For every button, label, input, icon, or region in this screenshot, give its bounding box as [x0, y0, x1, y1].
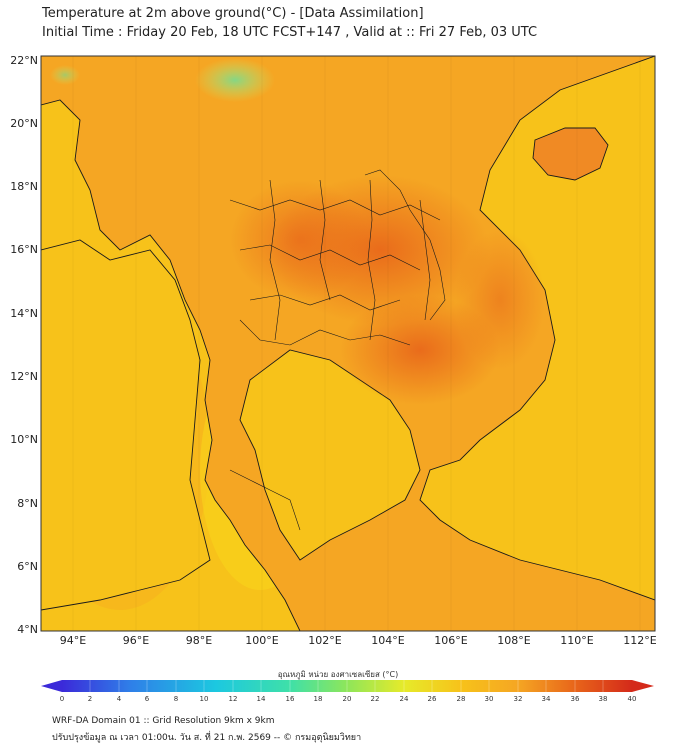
temperature-field: [41, 56, 655, 631]
hainan-island: [532, 127, 609, 181]
lon-label-100: 100°E: [245, 634, 279, 647]
colorbar-tick-32: 32: [513, 695, 523, 703]
province-borders: [229, 169, 446, 531]
lat-label-12: 12°N: [10, 370, 38, 383]
lon-label-104: 104°E: [371, 634, 405, 647]
lat-label-6: 6°N: [17, 560, 38, 573]
andaman-sea: [41, 239, 211, 611]
colorbar-tick-6: 6: [144, 695, 150, 703]
colorbar-tick-22: 22: [370, 695, 380, 703]
colorbar-tick-0: 0: [59, 695, 65, 703]
gulf-of-thailand: [239, 349, 421, 561]
map-frame: [40, 55, 656, 632]
colorbar-label: อุณหภูมิ หน่วย องศาเซลเซียส (°C): [277, 670, 399, 679]
colorbar-tick-12: 12: [228, 695, 238, 703]
colorbar-tick-38: 38: [598, 695, 608, 703]
lat-label-14: 14°N: [10, 307, 38, 320]
colorbar-tick-2: 2: [87, 695, 93, 703]
lat-label-10: 10°N: [10, 433, 38, 446]
footer-model-info: WRF-DA Domain 01 :: Grid Resolution 9km …: [52, 716, 275, 726]
lon-label-106: 106°E: [434, 634, 468, 647]
colorbar-tick-4: 4: [116, 695, 122, 703]
lat-label-4: 4°N: [17, 623, 38, 636]
lat-label-20: 20°N: [10, 117, 38, 130]
lon-label-102: 102°E: [308, 634, 342, 647]
colorbar-tick-30: 30: [484, 695, 494, 703]
lat-label-8: 8°N: [17, 497, 38, 510]
south-china-sea: [419, 56, 655, 601]
map-subtitle: Initial Time : Friday 20 Feb, 18 UTC FCS…: [42, 25, 538, 40]
colorbar-tick-36: 36: [570, 695, 580, 703]
colorbar-tick-40: 40: [627, 695, 637, 703]
lon-label-94: 94°E: [59, 634, 87, 647]
lat-label-18: 18°N: [10, 180, 38, 193]
footer-update-info: ปรับปรุงข้อมูล ณ เวลา 01:00น. วัน ส. ที่…: [52, 733, 362, 743]
colorbar-tick-24: 24: [399, 695, 409, 703]
lon-label-110: 110°E: [560, 634, 594, 647]
colorbar-tick-16: 16: [285, 695, 295, 703]
colorbar-dividers: [89, 680, 604, 692]
colorbar-tick-18: 18: [313, 695, 323, 703]
colorbar-tick-34: 34: [541, 695, 551, 703]
lon-label-96: 96°E: [122, 634, 150, 647]
colorbar-tick-20: 20: [342, 695, 352, 703]
map-title: Temperature at 2m above ground(°C) - [Da…: [42, 6, 424, 21]
lon-label-112: 112°E: [623, 634, 657, 647]
lon-label-98: 98°E: [185, 634, 213, 647]
colorbar-tick-28: 28: [456, 695, 466, 703]
graticule: [72, 56, 641, 631]
colorbar-tick-10: 10: [199, 695, 209, 703]
lat-label-16: 16°N: [10, 243, 38, 256]
lon-label-108: 108°E: [497, 634, 531, 647]
colorbar-right-arrow: [632, 680, 654, 692]
lat-label-22: 22°N: [10, 54, 38, 67]
colorbar-tick-8: 8: [173, 695, 179, 703]
colorbar-left-arrow: [41, 680, 62, 692]
colorbar-tick-26: 26: [427, 695, 437, 703]
colorbar-tick-14: 14: [256, 695, 266, 703]
